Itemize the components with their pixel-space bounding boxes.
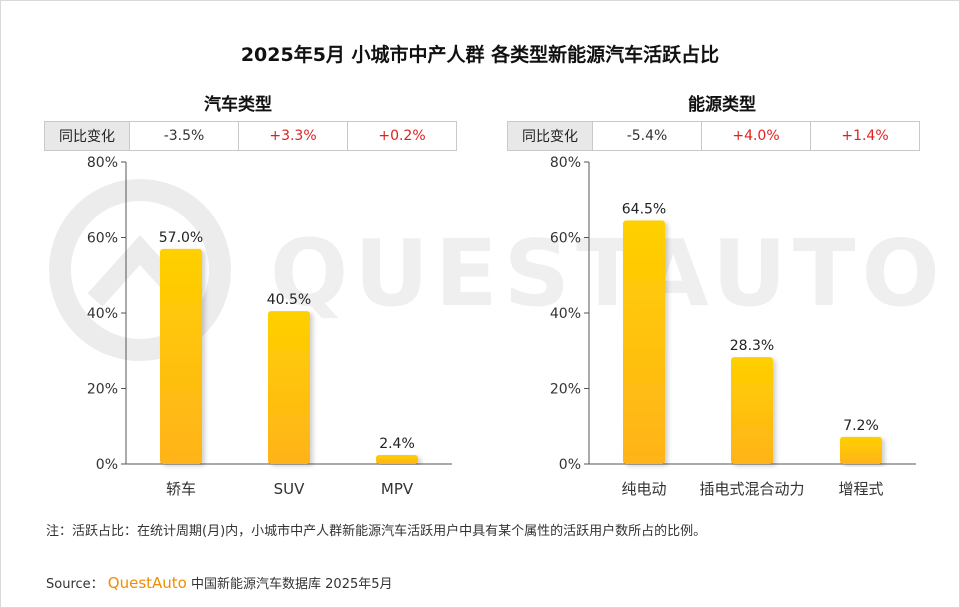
yoy-value: +4.0%: [701, 121, 811, 151]
source-brand: QuestAuto: [107, 574, 187, 592]
yoy-value: +0.2%: [347, 121, 457, 151]
panel-title-vehicle: 汽车类型: [204, 95, 272, 115]
yoy-table-energy: 同比变化 -5.4% +4.0% +1.4%: [507, 121, 920, 151]
y-tick-label: 80%: [87, 155, 118, 171]
bar: [268, 311, 310, 464]
y-tick-label: 40%: [550, 306, 581, 322]
yoy-value: +1.4%: [810, 121, 920, 151]
yoy-label: 同比变化: [507, 121, 593, 151]
x-tick-label: 插电式混合动力: [699, 480, 804, 498]
yoy-value: +3.3%: [238, 121, 348, 151]
panel-title-energy: 能源类型: [688, 95, 756, 115]
data-label: 28.3%: [730, 338, 774, 354]
y-tick-label: 20%: [87, 382, 118, 398]
y-tick-label: 20%: [550, 382, 581, 398]
data-label: 57.0%: [159, 230, 203, 246]
chart-panel-energy: 0% 20% 40% 60% 80% 64.5% 纯电动 28.3% 插电式混合动力 7.2% 增程…: [550, 155, 916, 498]
bar: [731, 357, 773, 464]
data-label: 2.4%: [379, 436, 415, 452]
y-tick-label: 40%: [87, 306, 118, 322]
bar: [840, 436, 882, 464]
chart-panel-vehicle: 0% 20% 40% 60% 80% 57.0% 轿车 40.5% SUV 2.4% MPV: [87, 155, 452, 498]
x-tick-label: MPV: [381, 480, 414, 498]
source-line: Source： QuestAuto 中国新能源汽车数据库 2025年5月: [46, 573, 393, 592]
bar: [376, 454, 418, 464]
data-label: 64.5%: [622, 202, 666, 218]
y-tick-label: 60%: [87, 231, 118, 247]
y-tick-label: 0%: [96, 457, 118, 473]
yoy-value: -5.4%: [592, 121, 702, 151]
source-text: 中国新能源汽车数据库 2025年5月: [191, 577, 393, 592]
data-label: 7.2%: [843, 418, 879, 434]
x-tick-label: 纯电动: [621, 480, 666, 498]
x-tick-label: 增程式: [838, 480, 883, 498]
x-tick-label: 轿车: [166, 480, 196, 498]
yoy-value: -3.5%: [129, 121, 239, 151]
y-tick-label: 80%: [550, 155, 581, 171]
footnote: 注：活跃占比：在统计周期(月)内，小城市中产人群新能源汽车活跃用户中具有某个属性…: [46, 524, 707, 539]
bar: [160, 248, 202, 464]
yoy-label: 同比变化: [44, 121, 130, 151]
x-tick-label: SUV: [274, 480, 306, 498]
y-tick-label: 0%: [559, 457, 581, 473]
chart-title: 2025年5月 小城市中产人群 各类型新能源汽车活跃占比: [240, 44, 720, 66]
yoy-table-vehicle: 同比变化 -3.5% +3.3% +0.2%: [44, 121, 457, 151]
source-label: Source：: [46, 577, 104, 592]
data-label: 40.5%: [267, 292, 311, 308]
bar: [623, 220, 665, 464]
bar-charts: 0% 20% 40% 60% 80% 57.0% 轿车 40.5% SUV 2.4% MPV 0% 2…: [87, 155, 916, 498]
y-tick-label: 60%: [550, 231, 581, 247]
